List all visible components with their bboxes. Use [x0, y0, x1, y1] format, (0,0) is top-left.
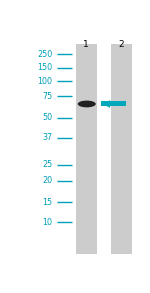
Text: 15: 15	[42, 197, 52, 207]
Text: 20: 20	[42, 176, 52, 185]
Bar	[111, 44, 132, 254]
Text: 50: 50	[42, 113, 52, 122]
Ellipse shape	[78, 100, 96, 107]
Text: 1: 1	[83, 40, 89, 49]
Text: 10: 10	[42, 218, 52, 227]
Text: 75: 75	[42, 92, 52, 100]
Text: 25: 25	[42, 160, 52, 169]
Bar	[101, 101, 126, 106]
Text: 2: 2	[118, 40, 124, 49]
Text: 250: 250	[37, 50, 52, 59]
Text: 37: 37	[42, 133, 52, 142]
Bar	[76, 44, 97, 254]
Text: 100: 100	[38, 77, 52, 86]
Text: 150: 150	[37, 63, 52, 72]
